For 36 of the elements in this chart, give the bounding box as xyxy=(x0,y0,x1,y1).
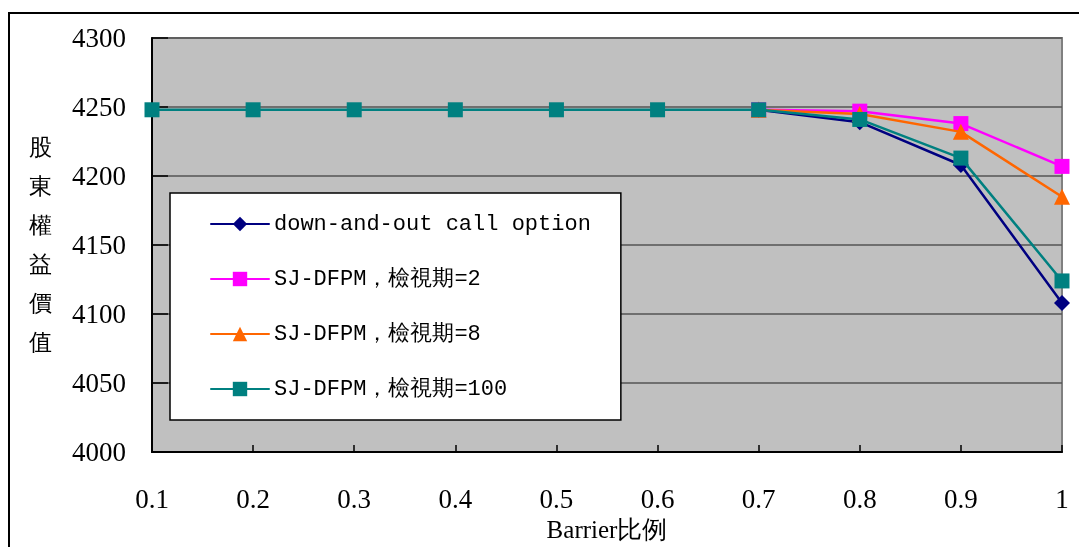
y-axis-title: 股東權益價值 xyxy=(29,135,52,356)
x-tick-label: 0.8 xyxy=(842,483,877,514)
y-tick-label: 4250 xyxy=(72,92,126,123)
point xyxy=(346,102,362,118)
legend-label: SJ-DFPM，檢視期=2 xyxy=(274,265,481,292)
x-tick-label: 0.5 xyxy=(539,483,574,514)
x-axis-title: Barrier比例 xyxy=(546,516,668,543)
point xyxy=(952,123,969,140)
x-tick-label: 0.7 xyxy=(741,483,776,514)
y-tick-label: 4200 xyxy=(72,161,126,192)
legend-label: SJ-DFPM，檢視期=8 xyxy=(274,320,481,347)
point xyxy=(650,102,666,118)
point xyxy=(1054,188,1070,205)
y-tick-label: 4050 xyxy=(72,368,126,399)
x-tick-label: 0.4 xyxy=(438,483,473,514)
point xyxy=(953,150,969,166)
legend-label: SJ-DFPM，檢視期=100 xyxy=(274,375,508,402)
y-tick-label: 4150 xyxy=(72,230,126,261)
x-tick-label: 0.2 xyxy=(236,483,270,514)
x-tick-label: 0.1 xyxy=(135,483,169,514)
y-tick-label: 4100 xyxy=(72,299,126,330)
y-tick-label: 4000 xyxy=(72,437,126,468)
point xyxy=(1054,295,1070,312)
y-tick-label: 4300 xyxy=(72,23,126,53)
x-tick-label: 1 xyxy=(1055,483,1069,514)
point xyxy=(1054,158,1070,174)
point xyxy=(548,102,564,118)
point xyxy=(245,102,261,118)
x-tick-label: 0.3 xyxy=(337,483,372,514)
legend-label: down-and-out call option xyxy=(274,211,591,237)
point xyxy=(144,102,160,118)
x-tick-label: 0.9 xyxy=(944,483,978,514)
x-tick-label: 0.6 xyxy=(640,483,675,514)
point xyxy=(852,111,868,127)
point xyxy=(1054,273,1070,289)
point xyxy=(447,102,463,118)
